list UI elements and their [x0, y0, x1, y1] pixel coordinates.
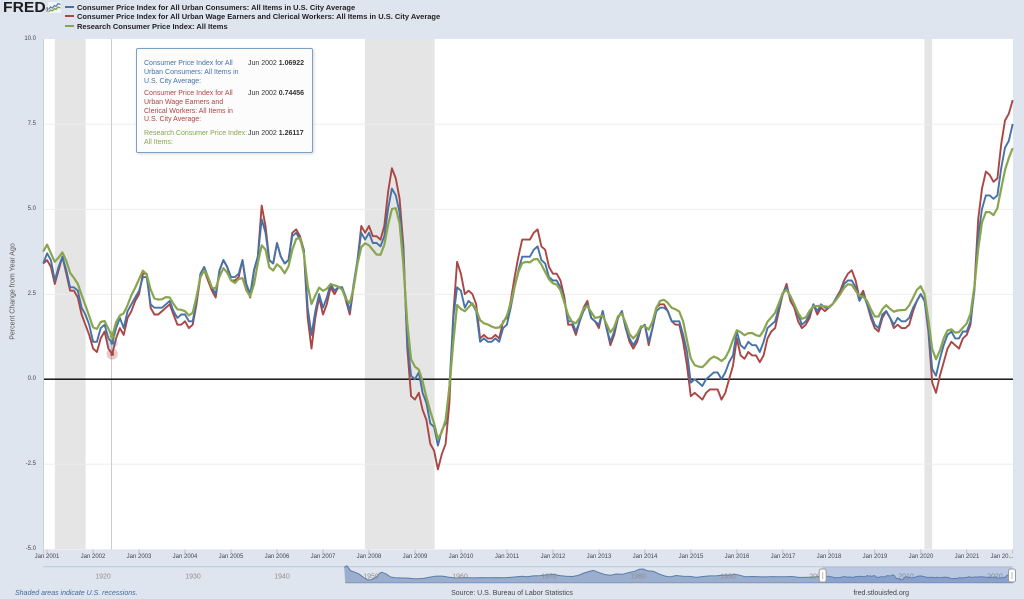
svg-text:2020: 2020: [987, 574, 1003, 581]
svg-text:2010: 2010: [898, 574, 914, 581]
svg-text:1940: 1940: [274, 574, 290, 581]
svg-text:2000: 2000: [809, 574, 825, 581]
svg-text:1980: 1980: [630, 574, 646, 581]
svg-text:1970: 1970: [541, 574, 557, 581]
svg-text:1930: 1930: [185, 574, 201, 581]
svg-text:1990: 1990: [720, 574, 736, 581]
svg-text:1960: 1960: [452, 574, 468, 581]
svg-text:1950: 1950: [363, 574, 379, 581]
svg-text:1920: 1920: [95, 574, 111, 581]
